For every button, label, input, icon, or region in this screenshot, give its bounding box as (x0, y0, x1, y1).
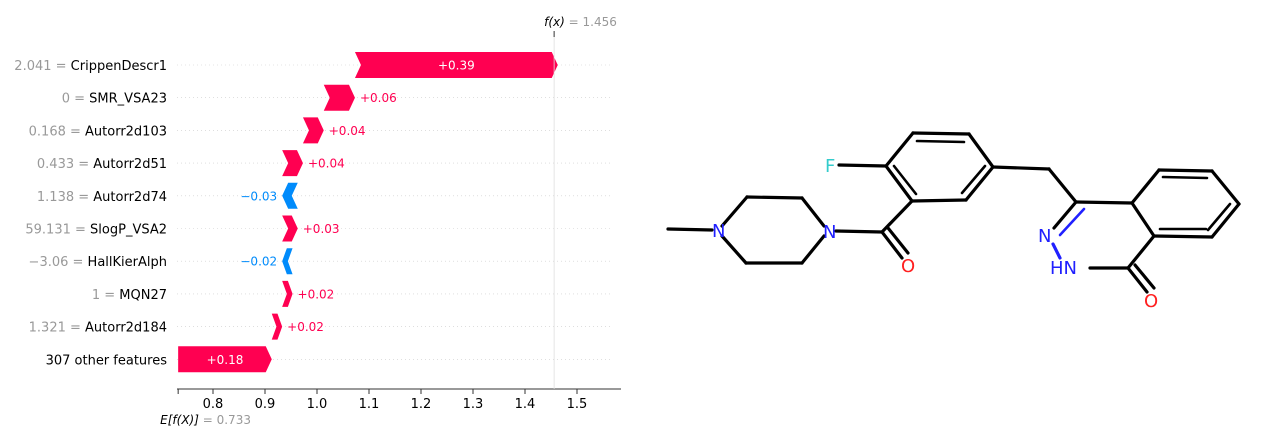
chart-rows: 2.041 = CrippenDescr1 +0.39 0 = SMR_VSA23 +… (14, 52, 610, 373)
feature-value: 59.131 = (25, 223, 90, 238)
contribution-label: +0.06 (360, 91, 397, 105)
contribution-label: −0.03 (240, 189, 277, 203)
atom-label-n2: N (823, 222, 836, 243)
feature-name: SlogP_VSA2 (90, 223, 167, 238)
feature-label: 1.321 = Autorr2d184 (29, 321, 167, 336)
feature-value: 1 = (92, 288, 119, 303)
feature-name: SMR_VSA23 (89, 92, 167, 107)
feature-label: 307 other features (46, 353, 168, 368)
contribution-bar (178, 346, 272, 373)
contribution-label: +0.02 (287, 320, 324, 334)
contribution-label: +0.03 (303, 222, 340, 236)
atom-label-o1: O (901, 256, 915, 277)
base-value-number: = 0.733 (203, 413, 251, 427)
feature-row: 2.041 = CrippenDescr1 +0.39 (14, 52, 610, 78)
x-tick-label: 1.0 (307, 397, 328, 412)
output-value-prefix: f(x) (544, 15, 569, 29)
feature-row: 1 = MQN27 +0.02 (92, 280, 610, 307)
feature-row: 0 = SMR_VSA23 +0.06 (62, 84, 610, 111)
x-tick-label: 1.4 (515, 397, 536, 412)
contribution-label: +0.18 (207, 353, 244, 367)
feature-value: 0 = (62, 92, 89, 107)
feature-value: 0.433 = (37, 157, 93, 172)
contribution-bar (271, 313, 283, 340)
feature-label: −3.06 = HallKierAlph (29, 255, 167, 270)
x-tick-label: 0.9 (255, 397, 276, 412)
contribution-bar (323, 84, 355, 111)
feature-name: Autorr2d74 (93, 190, 167, 205)
atom-label-n1: N (712, 221, 725, 242)
feature-name: HallKierAlph (88, 255, 167, 270)
x-tick-label: 1.1 (359, 397, 380, 412)
contribution-bar (282, 150, 303, 177)
base-value-label: E[f(X)] = 0.733 (160, 413, 251, 427)
molecule-bonds (666, 131, 1241, 294)
feature-label: 2.041 = CrippenDescr1 (14, 59, 167, 74)
feature-value: 0.168 = (29, 124, 85, 139)
output-value-label: f(x) = 1.456 (544, 15, 617, 29)
contribution-bar (302, 117, 324, 144)
feature-label: 59.131 = SlogP_VSA2 (25, 223, 167, 238)
feature-row: 1.321 = Autorr2d184 +0.02 (29, 313, 610, 340)
feature-name: 307 other features (46, 353, 168, 368)
atom-label-o2: O (1144, 291, 1158, 312)
waterfall-chart: 2.041 = CrippenDescr1 +0.39 0 = SMR_VSA23 +… (14, 15, 621, 427)
contribution-label: +0.39 (438, 59, 475, 73)
feature-value: 1.138 = (37, 190, 93, 205)
contribution-bar (282, 248, 293, 275)
contribution-bar (282, 280, 293, 307)
contribution-label: +0.04 (329, 124, 366, 138)
feature-name: CrippenDescr1 (71, 59, 167, 74)
value-markers: f(x) = 1.456 (544, 15, 617, 389)
feature-value: 2.041 = (14, 59, 70, 74)
feature-label: 0.433 = Autorr2d51 (37, 157, 167, 172)
x-tick-label: 0.8 (203, 397, 224, 412)
x-tick-label: 1.3 (463, 397, 484, 412)
feature-label: 0 = SMR_VSA23 (62, 92, 167, 107)
feature-row: 0.433 = Autorr2d51 +0.04 (37, 150, 610, 177)
feature-name: MQN27 (119, 288, 167, 303)
output-value-number: = 1.456 (569, 15, 617, 29)
x-tick-label: 1.2 (411, 397, 432, 412)
contribution-bar (282, 215, 298, 242)
feature-name: Autorr2d103 (85, 124, 167, 139)
contribution-label: +0.04 (308, 157, 345, 171)
feature-row: 1.138 = Autorr2d74 −0.03 (37, 182, 610, 209)
atom-label-f: F (825, 156, 835, 177)
contribution-bar (354, 52, 558, 78)
contribution-label: +0.02 (298, 287, 335, 301)
feature-label: 1.138 = Autorr2d74 (37, 190, 167, 205)
feature-value: −3.06 = (29, 255, 88, 270)
atom-label-n3: N (1038, 226, 1051, 247)
feature-row: 307 other features +0.18 (46, 346, 610, 373)
contribution-label: −0.02 (240, 255, 277, 269)
feature-row: 0.168 = Autorr2d103 +0.04 (29, 117, 610, 144)
feature-row: −3.06 = HallKierAlph −0.02 (29, 248, 610, 275)
molecule-structure: F N N O N HN O (666, 131, 1241, 312)
atom-label-hn: HN (1050, 258, 1077, 279)
feature-name: Autorr2d51 (93, 157, 167, 172)
feature-value: 1.321 = (29, 321, 85, 336)
feature-label: 0.168 = Autorr2d103 (29, 124, 167, 139)
x-axis: 0.8 0.9 1.0 1.1 1.2 1.3 1.4 1.5 E[f(X)] = 0.733 (160, 388, 621, 427)
x-tick-label: 1.5 (567, 397, 588, 412)
feature-label: 1 = MQN27 (92, 288, 167, 303)
molecule-atoms: F N N O N HN O (712, 156, 1158, 312)
feature-name: Autorr2d184 (85, 321, 167, 336)
base-value-prefix: E[f(X)] (160, 413, 203, 427)
contribution-bar (282, 182, 298, 209)
feature-row: 59.131 = SlogP_VSA2 +0.03 (25, 215, 610, 242)
